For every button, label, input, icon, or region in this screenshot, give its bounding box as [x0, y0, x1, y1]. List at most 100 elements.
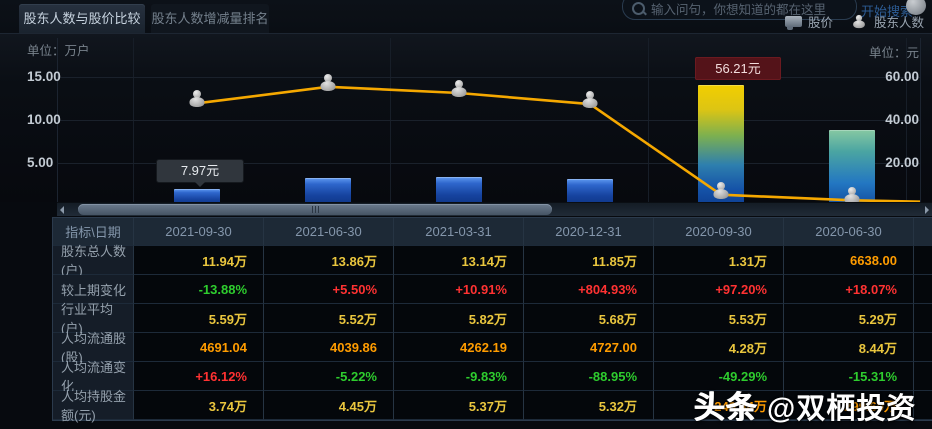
horizontal-gridline — [57, 120, 920, 121]
table-header-date: 2020-06-30 — [784, 218, 914, 246]
table-cell-value: 5.52万 — [264, 304, 394, 333]
tab-holders-change-ranking[interactable]: 股东人数增减量排名 — [151, 4, 269, 33]
table-row-label: 较上期变化 — [53, 275, 134, 304]
scrollbar-grip-icon — [315, 206, 316, 213]
search-button[interactable]: 开始搜索 — [861, 4, 914, 19]
price-tooltip-first: 7.97元 — [156, 159, 244, 187]
table-cell-value: 4727.00 — [524, 333, 654, 362]
table-cell-value: 4262.19 — [394, 333, 524, 362]
watermark: 头条 @双栖投资 — [694, 382, 916, 427]
table-cell-value: 13.14万 — [394, 246, 524, 275]
table-cell-value: 5.59万 — [134, 304, 264, 333]
legend-item-price: 股价 — [784, 12, 833, 31]
search-icon — [632, 2, 645, 15]
plot-border — [920, 38, 921, 204]
table-cell-spacer — [914, 362, 932, 391]
left-axis-tick: 10.00 — [27, 112, 61, 127]
tab-bar: 股东人数与股价比较 股东人数增减量排名 开始搜索 — [0, 0, 932, 34]
table-cell-value: +97.20% — [654, 275, 784, 304]
table-cell-value: -9.83% — [394, 362, 524, 391]
table-header-indicator: 指标\日期 — [53, 218, 134, 246]
table-cell-value: 11.94万 — [134, 246, 264, 275]
table-cell-value: 4691.04 — [134, 333, 264, 362]
watermark-handle: @双栖投资 — [758, 393, 917, 425]
table-row-label: 人均流通变化 — [53, 360, 134, 394]
legend-holders-label: 股东人数 — [873, 16, 924, 30]
right-axis-tick: 20.00 — [885, 155, 919, 170]
table-cell-value: 5.53万 — [654, 304, 784, 333]
chart-scrollbar[interactable] — [57, 202, 932, 216]
help-icon[interactable] — [906, 0, 926, 15]
table-cell-value: +16.12% — [134, 362, 264, 391]
table-cell-value: 4039.86 — [264, 333, 394, 362]
table-header-date: 2021-06-30 — [264, 218, 394, 246]
scroll-left-arrow-icon[interactable] — [60, 206, 64, 214]
person-icon — [852, 15, 866, 28]
table-cell-value: 5.37万 — [394, 391, 524, 420]
table-cell-value: +804.93% — [524, 275, 654, 304]
legend-price-label: 股价 — [807, 16, 833, 30]
table-header-spacer — [914, 218, 932, 246]
right-axis-tick: 40.00 — [885, 112, 919, 127]
table-cell-value: 8.44万 — [784, 333, 914, 362]
table-row-label: 人均持股金额(元) — [53, 389, 134, 423]
table-cell-value: -13.88% — [134, 275, 264, 304]
holders-point-person-icon[interactable] — [450, 80, 468, 97]
vertical-gridline — [133, 38, 134, 204]
table-cell-spacer — [914, 333, 932, 362]
plot-border — [57, 38, 58, 204]
table-cell-value: 3.74万 — [134, 391, 264, 420]
search-input[interactable] — [645, 0, 847, 17]
table-cell-spacer — [914, 391, 932, 420]
holders-point-person-icon[interactable] — [188, 90, 206, 107]
table-cell-value: 6638.00 — [784, 246, 914, 275]
table-cell-value: 240.44万 — [654, 391, 784, 420]
table-header-date: 2020-09-30 — [654, 218, 784, 246]
tab-holders-vs-price[interactable]: 股东人数与股价比较 — [19, 4, 145, 33]
holders-point-person-icon[interactable] — [712, 182, 730, 199]
table-cell-spacer — [914, 304, 932, 333]
scroll-right-arrow-icon[interactable] — [925, 206, 929, 214]
table-row-label: 行业平均(户) — [53, 302, 134, 336]
vertical-gridline — [390, 38, 391, 204]
table-cell-value: 1.31万 — [654, 246, 784, 275]
chart-legend: 股价 股东人数 — [784, 12, 924, 31]
left-axis-unit: 单位：万户 — [27, 44, 90, 58]
price-bar-icon — [784, 16, 802, 30]
table-cell-value: 5.32万 — [524, 391, 654, 420]
table-cell-value: 5.29万 — [784, 304, 914, 333]
table-cell-spacer — [914, 275, 932, 304]
table-cell-value: +10.91% — [394, 275, 524, 304]
table-cell-value: -15.31% — [784, 362, 914, 391]
holders-point-person-icon[interactable] — [581, 91, 599, 108]
search-box — [622, 0, 857, 20]
table-cell-spacer — [914, 246, 932, 275]
table-cell-value: -49.29% — [654, 362, 784, 391]
table-cell-value: 5.82万 — [394, 304, 524, 333]
table-cell-value: 4.28万 — [654, 333, 784, 362]
holders-point-person-icon[interactable] — [319, 74, 337, 91]
scrollbar-thumb[interactable] — [78, 204, 552, 215]
table-cell-value: -5.22% — [264, 362, 394, 391]
table-cell-value: +5.50% — [264, 275, 394, 304]
vertical-gridline — [648, 38, 649, 204]
right-axis-unit: 单位：元 — [868, 46, 919, 60]
table-row-label: 人均流通股(股) — [53, 331, 134, 365]
table-cell-value: -88.95% — [524, 362, 654, 391]
left-axis-tick: 15.00 — [27, 69, 61, 84]
table-cell-value: +18.07% — [784, 275, 914, 304]
holders-data-table: 指标\日期 2021-09-30 2021-06-30 2021-03-31 2020-… — [52, 217, 932, 423]
table-cell-value: 13.86万 — [264, 246, 394, 275]
legend-item-holders: 股东人数 — [850, 12, 924, 31]
watermark-logo: 头条 — [694, 390, 758, 425]
horizontal-gridline — [57, 77, 920, 78]
table-cell-value: 11.85万 — [524, 246, 654, 275]
table-cell-value: 4.45万 — [264, 391, 394, 420]
right-axis-tick: 60.00 — [885, 69, 919, 84]
table-header-date: 2020-12-31 — [524, 218, 654, 246]
price-tooltip-peak: 56.21元 — [695, 57, 781, 80]
left-axis-tick: 5.00 — [27, 155, 54, 170]
table-header-date: 2021-09-30 — [134, 218, 264, 246]
table-header-date: 2021-03-31 — [394, 218, 524, 246]
